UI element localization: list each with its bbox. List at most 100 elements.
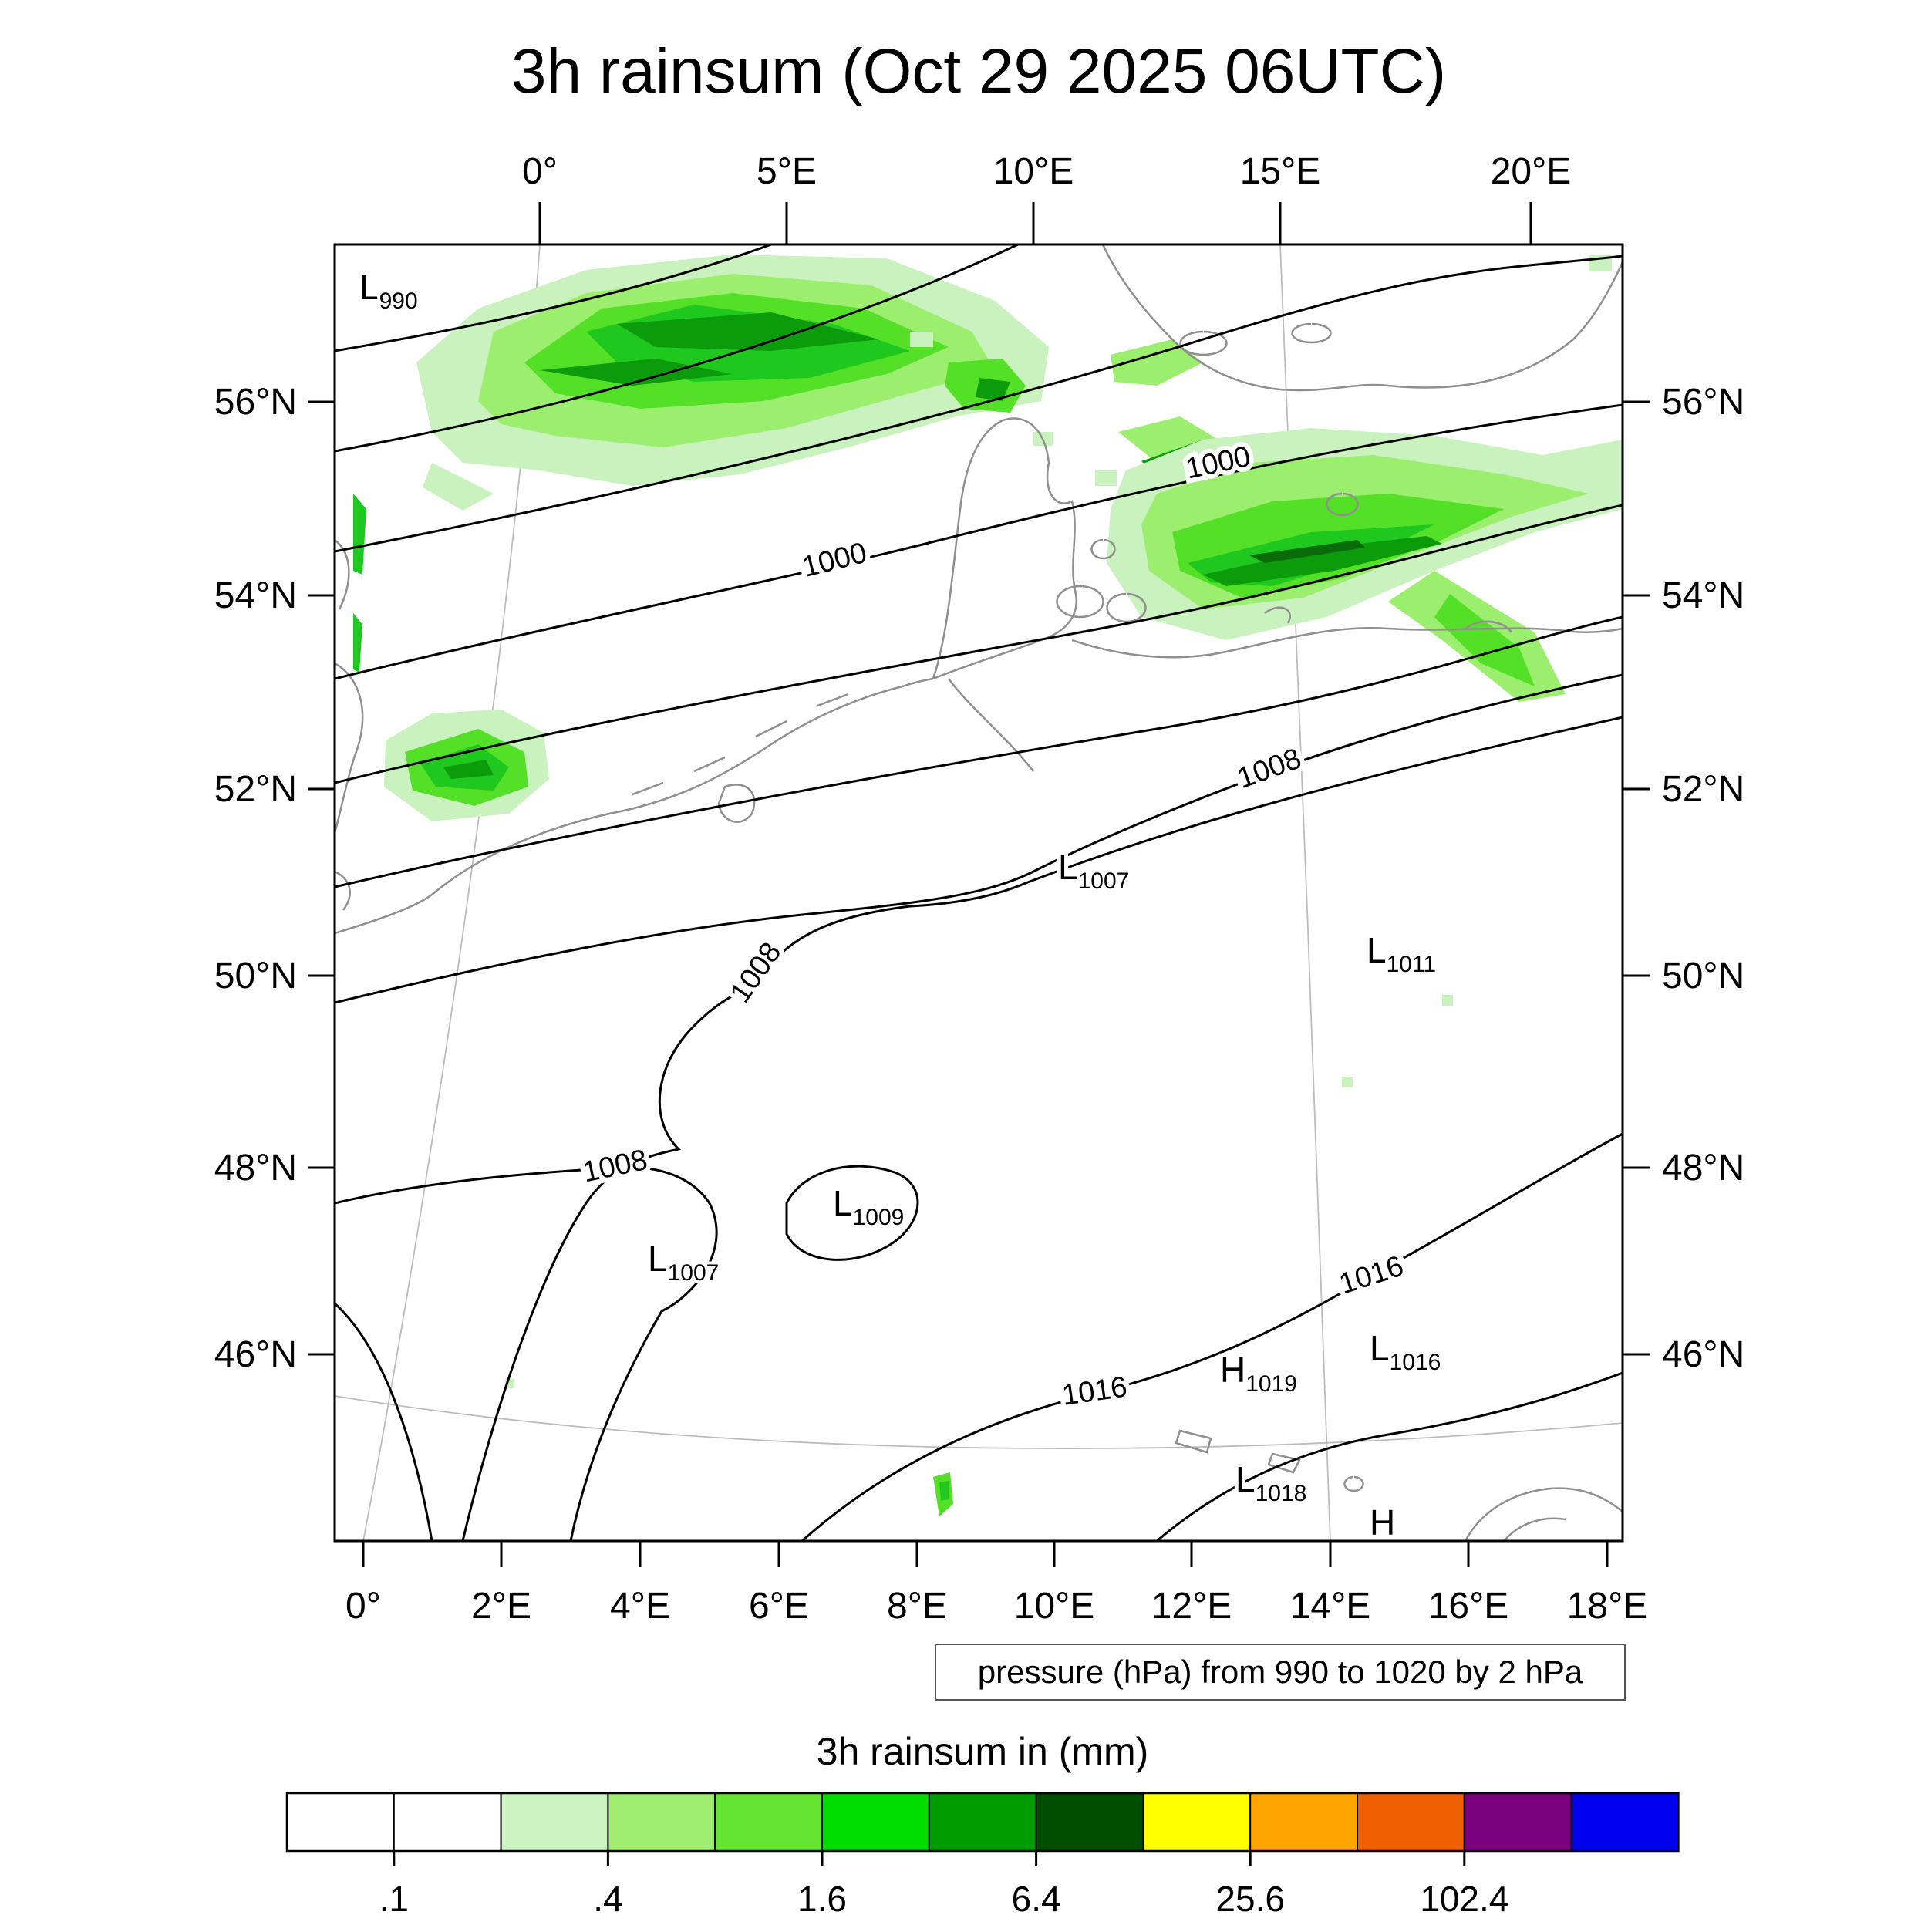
- legend-cell: [1249, 1792, 1358, 1852]
- bottom-axis-label: 0°: [345, 1586, 381, 1627]
- contour-label: 1008: [724, 936, 788, 1008]
- legend-cell: [607, 1792, 716, 1852]
- pressure-center-label: H: [1370, 1502, 1395, 1543]
- coastline-elbe: [948, 678, 1034, 772]
- left-axis-label: 56°N: [214, 382, 297, 423]
- rain-area: [443, 760, 494, 779]
- bottom-axis-label: 8°E: [887, 1586, 947, 1627]
- legend-tick-label: .1: [379, 1879, 409, 1919]
- top-axis: 0° 5°E 10°E 15°E 20°E: [522, 151, 1571, 244]
- isobar: [335, 255, 1623, 553]
- bottom-axis-label: 14°E: [1290, 1586, 1371, 1627]
- isobar: [335, 1302, 433, 1541]
- legend-cell: [1570, 1792, 1680, 1852]
- left-axis-label: 50°N: [214, 956, 297, 996]
- bottom-axis-label: 16°E: [1428, 1586, 1509, 1627]
- legend: 3h rainsum in (mm) .1 .4 1.6 6.4 25.6 10…: [285, 1730, 1680, 1919]
- rain-areas: [353, 255, 1623, 1516]
- coastlines: [335, 244, 1623, 1541]
- isobar: [335, 244, 772, 352]
- pressure-center-label: L1016: [1370, 1328, 1441, 1375]
- right-axis-label: 46°N: [1662, 1334, 1744, 1375]
- legend-cell: [393, 1792, 502, 1852]
- contour-label: 1000: [799, 537, 870, 584]
- bottom-axis-label: 6°E: [749, 1586, 809, 1627]
- pressure-center-label: L1007: [1058, 847, 1129, 894]
- isobar-1016-inner: [1156, 1371, 1623, 1541]
- top-axis-label: 20°E: [1491, 151, 1572, 192]
- bottom-axis-label: 12°E: [1151, 1586, 1232, 1627]
- legend-cell: [821, 1792, 930, 1852]
- contour-label: 1008: [580, 1144, 650, 1189]
- contour-label: 1016: [1060, 1371, 1130, 1411]
- coastline-adriatic: [1464, 1487, 1623, 1541]
- parallel-line: [335, 1395, 1623, 1449]
- legend-tick-label: .4: [593, 1879, 622, 1919]
- map-frame: [333, 243, 1624, 1543]
- legend-tick-label: 25.6: [1215, 1879, 1285, 1919]
- rain-area: [1203, 536, 1442, 586]
- coastline-alpine-lakes: [1175, 1429, 1364, 1492]
- left-axis-label: 46°N: [214, 1334, 297, 1375]
- page-title: 3h rainsum (Oct 29 2025 06UTC): [511, 36, 1446, 106]
- coastline-sweden: [1101, 244, 1623, 392]
- left-axis: 56°N 54°N 52°N 50°N 48°N 46°N: [214, 382, 335, 1375]
- right-axis-label: 52°N: [1662, 769, 1744, 810]
- legend-cell: [286, 1792, 395, 1852]
- bottom-axis-label: 10°E: [1014, 1586, 1095, 1627]
- top-axis-label: 15°E: [1240, 151, 1321, 192]
- rain-area: [1118, 416, 1218, 463]
- legend-cell: [500, 1792, 609, 1852]
- rain-area: [353, 613, 362, 673]
- meridian-line: [1279, 244, 1331, 1541]
- pressure-center-label: L1007: [648, 1239, 719, 1286]
- pressure-centers: L990 L1007 L1011 L1009 L1007 H1019 L1016…: [356, 263, 1444, 1546]
- rain-area: [1111, 339, 1203, 386]
- top-axis-label: 5°E: [757, 151, 817, 192]
- pressure-caption-box: [935, 1644, 1626, 1701]
- coastline-danish-islands: [1056, 538, 1147, 623]
- rain-area: [423, 463, 494, 511]
- rain-area: [1434, 594, 1535, 686]
- contour-label: 1008: [1233, 743, 1306, 795]
- right-axis: 56°N 54°N 52°N 50°N 48°N 46°N: [1623, 382, 1744, 1375]
- isobar-low-loop: [785, 1165, 919, 1261]
- bottom-axis-label: 2°E: [471, 1586, 531, 1627]
- isobar-1008-south: [461, 716, 1623, 1541]
- rain-area: [617, 312, 879, 351]
- top-axis-label: 0°: [522, 151, 558, 192]
- rain-area: [1095, 470, 1117, 486]
- coastline-uk: [335, 539, 364, 911]
- legend-tick-label: 102.4: [1420, 1879, 1508, 1919]
- right-axis-label: 50°N: [1662, 956, 1744, 996]
- legend-frame: [285, 1792, 1680, 1853]
- isobar-1000: [335, 403, 1623, 680]
- pressure-center-label: H1019: [1220, 1350, 1297, 1397]
- isobar: [335, 244, 1019, 453]
- left-axis-label: 48°N: [214, 1148, 297, 1189]
- isobar: [335, 615, 1623, 888]
- pressure-caption: pressure (hPa) from 990 to 1020 by 2 hPa: [935, 1644, 1626, 1701]
- legend-tick-label: 1.6: [797, 1879, 847, 1919]
- coastline-ruegen: [1264, 606, 1513, 633]
- rain-area: [1442, 995, 1453, 1006]
- top-axis-label: 10°E: [993, 151, 1074, 192]
- isobar: [335, 504, 1623, 784]
- coastline-north-sea: [335, 677, 934, 935]
- bottom-axis-label: 18°E: [1567, 1586, 1648, 1627]
- legend-cell: [1142, 1792, 1252, 1852]
- right-axis-label: 54°N: [1662, 575, 1744, 616]
- rain-area: [939, 1481, 949, 1501]
- legend-cell: [1357, 1792, 1465, 1852]
- pressure-caption-text: pressure (hPa) from 990 to 1020 by 2 hPa: [978, 1654, 1583, 1690]
- isobar-1008-hook: [335, 1165, 718, 1541]
- legend-cell: [714, 1792, 824, 1852]
- coastline-ijsselmeer: [717, 784, 756, 823]
- rain-area: [1249, 540, 1365, 563]
- isobar-1016: [801, 1132, 1623, 1541]
- rain-area: [910, 332, 933, 347]
- pressure-center-label: L1009: [833, 1183, 904, 1230]
- coastline-frisian-islands: [632, 693, 849, 796]
